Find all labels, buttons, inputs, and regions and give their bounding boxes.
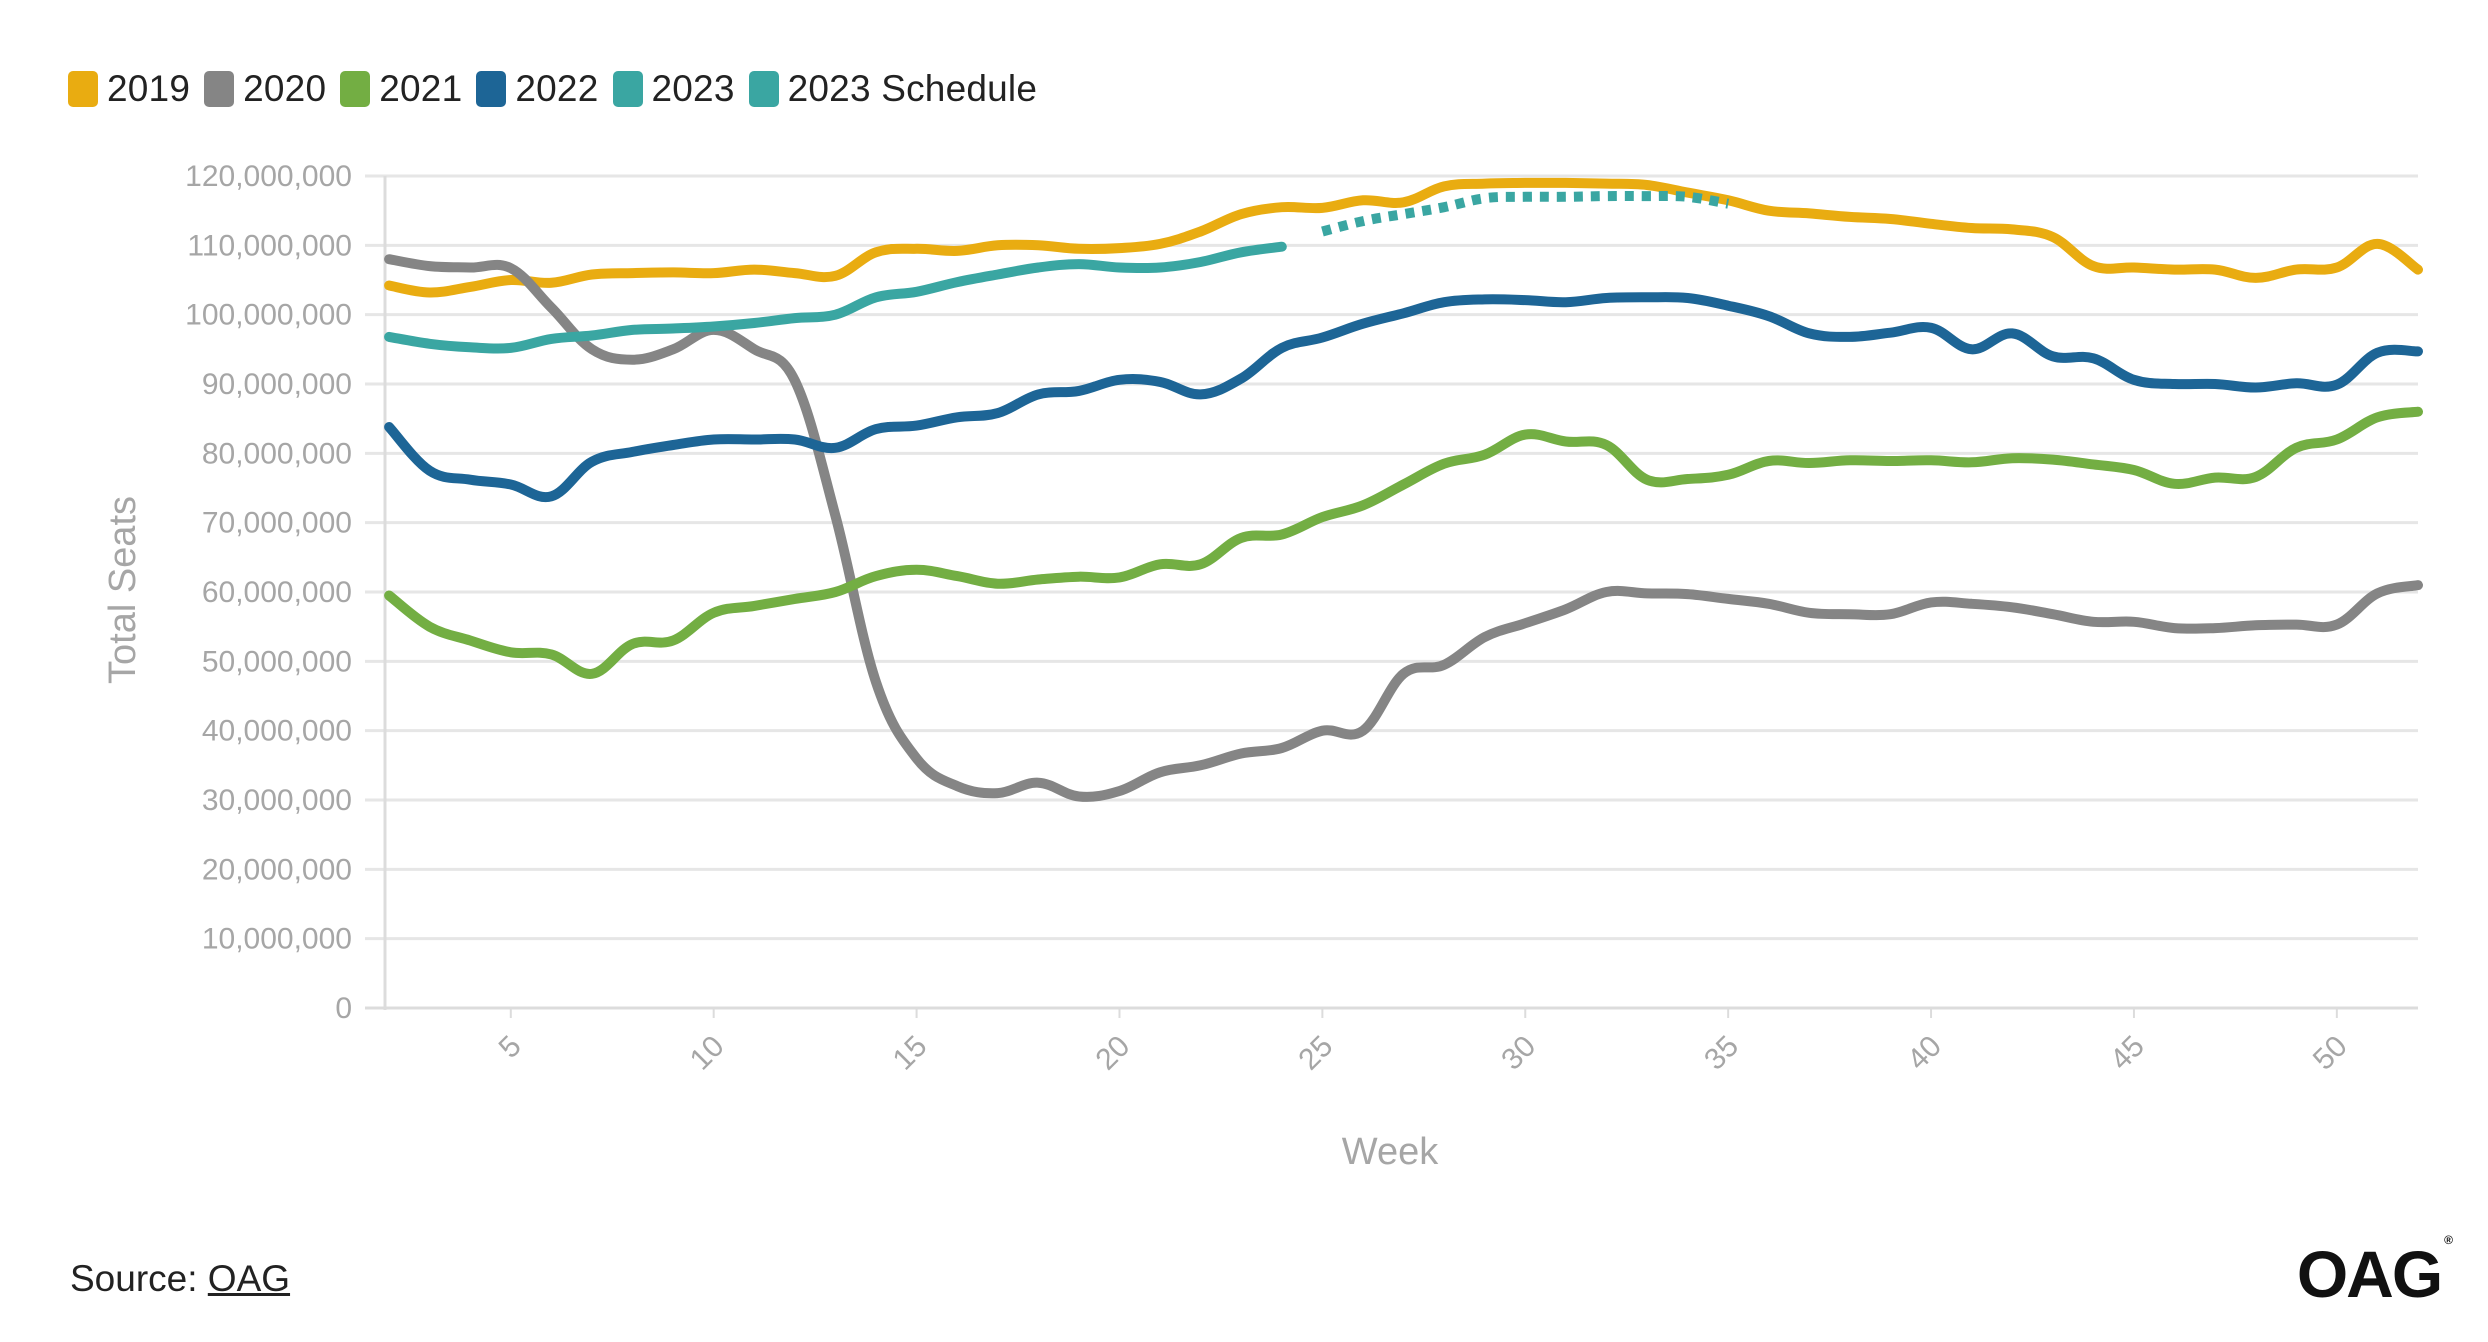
x-tick-label: 10 xyxy=(684,1030,731,1077)
series-line-2021[interactable] xyxy=(384,406,2423,679)
y-tick-label: 90,000,000 xyxy=(202,368,352,401)
y-tick-label: 120,000,000 xyxy=(185,160,352,193)
x-tick-label: 45 xyxy=(2104,1030,2151,1077)
source-note: Source: OAG xyxy=(70,1258,290,1300)
oag-logo: OAG ® xyxy=(2296,1233,2453,1312)
x-tick-label: 25 xyxy=(1292,1030,1339,1077)
chart-legend: 2019 2020 2021 2022 2023 2023 Schedule xyxy=(68,68,1051,110)
y-axis-title: Total Seats xyxy=(102,496,144,684)
y-tick-label: 10,000,000 xyxy=(202,923,352,956)
registered-mark: ® xyxy=(2444,1233,2453,1247)
legend-swatch xyxy=(748,71,779,107)
x-axis-title: Week xyxy=(1342,1131,1439,1173)
legend-item-2023[interactable]: 2023 xyxy=(612,68,735,110)
legend-item-2023-schedule[interactable]: 2023 Schedule xyxy=(748,68,1038,110)
series-line-2020[interactable] xyxy=(384,254,2423,802)
legend-label: 2023 xyxy=(651,68,735,109)
y-tick-label: 70,000,000 xyxy=(202,507,352,540)
x-tick-label: 5 xyxy=(493,1030,528,1065)
x-tick-label: 20 xyxy=(1089,1030,1136,1077)
legend-swatch xyxy=(476,71,507,107)
y-tick-label: 40,000,000 xyxy=(202,715,352,748)
series-line-2023[interactable] xyxy=(384,241,1287,354)
legend-item-2022[interactable]: 2022 xyxy=(476,68,598,110)
source-prefix: Source: xyxy=(70,1258,208,1299)
legend-swatch xyxy=(204,71,235,107)
y-tick-label: 30,000,000 xyxy=(202,784,352,817)
y-tick-label: 100,000,000 xyxy=(185,299,352,332)
legend-label: 2020 xyxy=(243,68,327,109)
x-tick-label: 30 xyxy=(1495,1030,1542,1077)
legend-label: 2023 Schedule xyxy=(787,68,1038,109)
y-tick-label: 110,000,000 xyxy=(187,229,352,262)
y-tick-label: 20,000,000 xyxy=(202,853,352,886)
x-tick-label: 50 xyxy=(2307,1030,2354,1077)
series-line-2022[interactable] xyxy=(384,292,2423,503)
x-tick-label: 35 xyxy=(1698,1030,1745,1077)
y-tick-label: 60,000,000 xyxy=(202,576,352,609)
series-line-2023-schedule[interactable] xyxy=(1321,190,1730,237)
source-link[interactable]: OAG xyxy=(207,1258,291,1299)
legend-label: 2022 xyxy=(515,68,599,109)
legend-item-2019[interactable]: 2019 xyxy=(68,68,190,110)
series-line-2019[interactable] xyxy=(384,177,2423,298)
legend-label: 2021 xyxy=(379,68,463,109)
gridlines xyxy=(365,174,2418,1010)
legend-item-2020[interactable]: 2020 xyxy=(204,68,326,110)
series-lines xyxy=(384,177,2423,802)
legend-label: 2019 xyxy=(107,68,191,109)
x-tick-label: 40 xyxy=(1901,1030,1948,1077)
legend-item-2021[interactable]: 2021 xyxy=(340,68,462,110)
legend-swatch xyxy=(68,71,98,107)
y-tick-label: 80,000,000 xyxy=(202,437,352,470)
legend-swatch xyxy=(612,71,643,107)
legend-swatch xyxy=(340,71,371,107)
y-tick-label: 0 xyxy=(335,992,352,1025)
y-tick-label: 50,000,000 xyxy=(202,645,352,678)
x-tick-label: 15 xyxy=(887,1030,934,1077)
logo-text: OAG xyxy=(2296,1237,2443,1311)
